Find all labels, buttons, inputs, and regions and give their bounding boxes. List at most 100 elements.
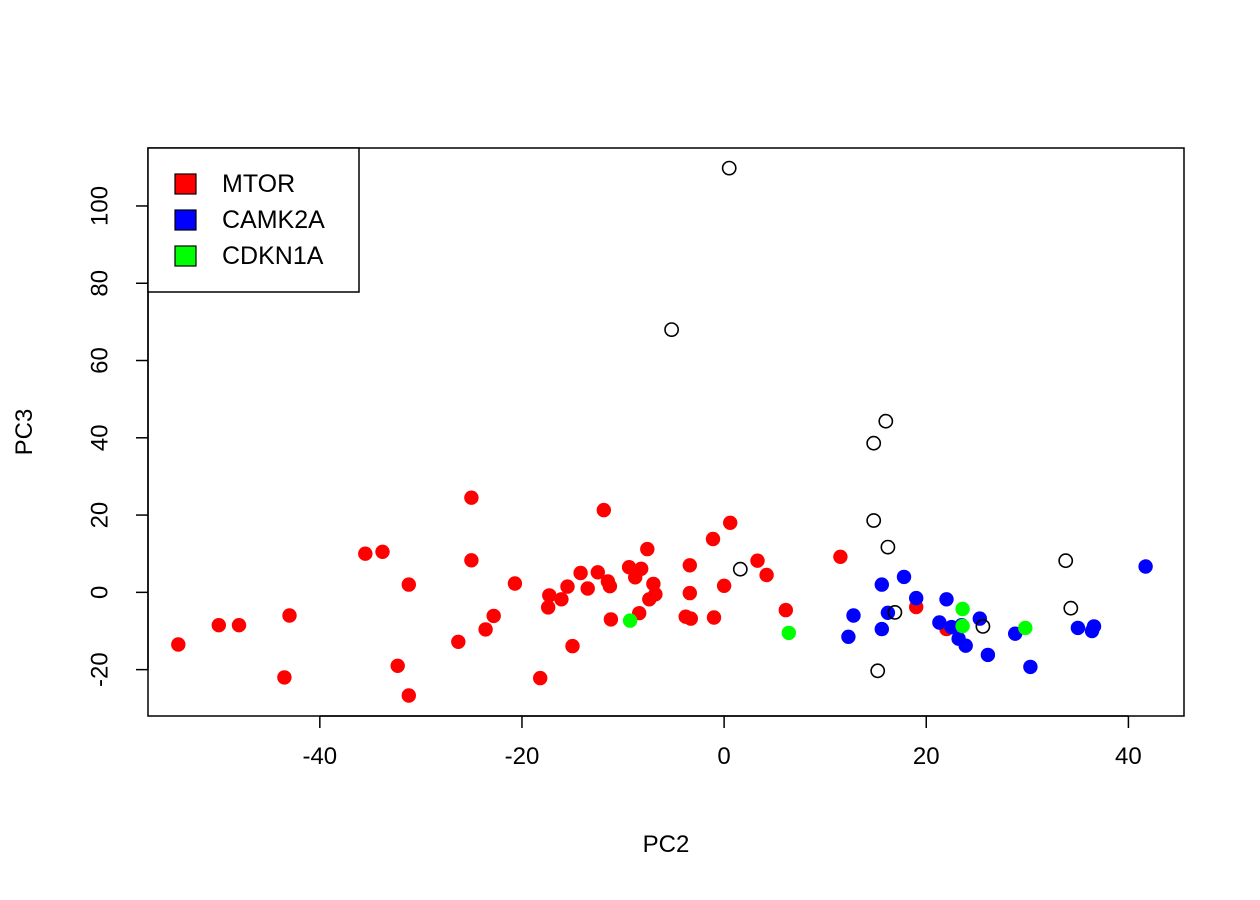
data-point-mtor-16 (533, 670, 548, 686)
data-point-mtor-15 (507, 576, 523, 591)
data-point-unlabeled-6 (732, 561, 748, 577)
data-point-mtor-41 (705, 531, 721, 547)
data-point-mtor-36 (648, 587, 663, 602)
y-tick-label-1: 0 (87, 586, 114, 599)
data-point-mtor-43 (716, 578, 732, 593)
x-tick-label-2: 0 (717, 743, 730, 770)
data-point-mtor-28 (603, 612, 619, 627)
x-tick-label-3: 20 (913, 743, 940, 770)
data-point-unlabeled-4 (866, 513, 882, 528)
data-point-mtor-38 (682, 558, 697, 573)
legend-label-camk2a: CAMK2A (222, 206, 325, 234)
data-point-mtor-7 (390, 658, 405, 673)
data-point-mtor-0 (171, 637, 186, 652)
data-point-mtor-47 (778, 602, 793, 618)
data-point-unlabeled-9 (870, 663, 886, 679)
data-point-mtor-48 (833, 549, 848, 564)
data-point-unlabeled-5 (880, 539, 896, 555)
data-point-mtor-11 (464, 490, 479, 505)
data-point-camk2a-7 (932, 615, 947, 630)
y-tick-label-6: 100 (87, 186, 114, 226)
x-axis-label: PC2 (643, 831, 690, 858)
y-tick-label-3: 40 (87, 424, 114, 451)
data-point-camk2a-17 (1070, 620, 1086, 636)
data-point-mtor-42 (706, 610, 722, 625)
data-point-unlabeled-1 (664, 322, 679, 337)
data-point-mtor-27 (602, 579, 618, 594)
data-point-mtor-32 (634, 561, 649, 576)
data-point-unlabeled-2 (878, 413, 894, 429)
data-point-mtor-40 (683, 611, 698, 626)
data-point-mtor-46 (759, 567, 774, 583)
data-point-mtor-6 (375, 544, 390, 559)
data-point-cdkn1a-2 (955, 601, 970, 617)
data-point-camk2a-5 (896, 569, 912, 585)
data-point-mtor-25 (596, 502, 611, 518)
legend-swatch-cdkn1a (174, 245, 197, 267)
data-point-mtor-21 (565, 638, 580, 654)
data-point-mtor-3 (277, 670, 292, 685)
data-points (171, 160, 1153, 703)
data-point-camk2a-16 (1023, 659, 1038, 675)
data-point-mtor-14 (486, 608, 501, 624)
data-point-camk2a-2 (874, 577, 889, 592)
data-point-camk2a-19 (1086, 619, 1102, 634)
data-point-camk2a-1 (846, 608, 861, 623)
data-point-mtor-2 (231, 618, 247, 633)
data-point-mtor-23 (580, 581, 595, 596)
x-axis: -40 -20 0 20 40 (302, 715, 1142, 770)
data-point-unlabeled-7 (887, 605, 903, 620)
data-point-mtor-4 (282, 608, 297, 623)
data-point-unlabeled-3 (866, 435, 882, 451)
y-axis-label: PC3 (11, 409, 38, 456)
data-point-camk2a-13 (972, 611, 987, 626)
y-tick-label-2: 20 (87, 502, 114, 529)
legend: MTOR CAMK2A CDKN1A (147, 147, 360, 293)
x-tick-label-1: -20 (505, 743, 540, 770)
data-point-mtor-39 (682, 585, 697, 601)
y-axis: -20 0 20 40 60 80 100 (87, 186, 149, 687)
data-point-cdkn1a-0 (622, 613, 638, 628)
y-tick-label-0: -20 (87, 652, 114, 687)
data-point-camk2a-12 (958, 638, 973, 653)
data-point-cdkn1a-1 (781, 625, 796, 641)
data-point-mtor-44 (723, 515, 738, 530)
data-point-mtor-17 (541, 600, 556, 615)
data-point-camk2a-0 (841, 629, 856, 644)
legend-swatch-camk2a (174, 209, 197, 231)
data-point-unlabeled-0 (721, 160, 737, 176)
data-point-mtor-13 (478, 622, 493, 637)
data-point-mtor-5 (358, 546, 373, 561)
data-point-camk2a-14 (980, 647, 996, 663)
legend-label-cdkn1a: CDKN1A (222, 242, 324, 270)
data-point-mtor-12 (464, 553, 479, 568)
data-point-camk2a-20 (1138, 559, 1153, 574)
data-point-unlabeled-11 (1063, 600, 1079, 616)
data-point-camk2a-6 (909, 590, 924, 606)
data-point-camk2a-3 (874, 621, 889, 637)
data-point-mtor-1 (211, 618, 226, 633)
data-point-mtor-8 (401, 577, 416, 592)
data-point-cdkn1a-3 (955, 618, 970, 634)
legend-swatch-mtor (174, 173, 197, 195)
data-point-mtor-45 (750, 553, 765, 568)
data-point-mtor-24 (590, 565, 605, 580)
data-point-unlabeled-8 (975, 619, 991, 634)
data-point-cdkn1a-4 (1018, 620, 1033, 636)
y-tick-label-5: 80 (87, 270, 114, 297)
data-point-mtor-19 (554, 592, 569, 607)
x-tick-label-4: 40 (1115, 743, 1142, 770)
data-point-mtor-10 (451, 634, 466, 649)
data-point-mtor-33 (640, 541, 655, 557)
data-point-mtor-20 (560, 579, 575, 594)
y-tick-label-4: 60 (87, 347, 114, 374)
data-point-camk2a-8 (939, 592, 954, 607)
legend-label-mtor: MTOR (222, 170, 295, 198)
data-point-unlabeled-10 (1058, 553, 1074, 569)
x-tick-label-0: -40 (302, 743, 337, 770)
data-point-mtor-9 (401, 688, 416, 703)
data-point-mtor-22 (573, 565, 588, 581)
data-point-mtor-18 (542, 588, 557, 603)
